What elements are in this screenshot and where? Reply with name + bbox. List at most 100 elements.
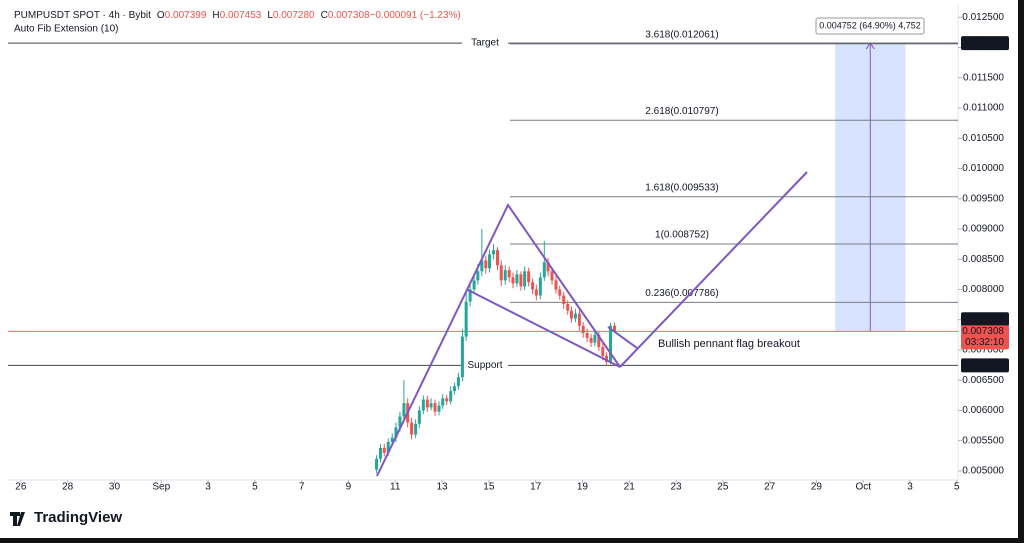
candle-body [425, 399, 429, 408]
target-price: 0.012073 [962, 38, 1004, 49]
fib-label: 2.618(0.010797) [645, 106, 718, 117]
candle-body [484, 260, 488, 269]
candle-body [452, 386, 456, 392]
candle-body [550, 271, 554, 281]
candle-body [554, 280, 558, 290]
y-tick-label: 0.011500 [963, 72, 1004, 83]
candle-body [386, 441, 390, 453]
candle-body [480, 260, 484, 272]
candle-body [496, 250, 500, 266]
y-tick-label: 0.012500 [962, 12, 1004, 23]
x-tick-label: 28 [62, 482, 74, 493]
x-tick-label: 21 [624, 482, 636, 493]
x-tick-label: 30 [109, 482, 121, 493]
support-price: 0.006746 [962, 360, 1004, 371]
pennant-tip [607, 326, 638, 349]
support-price-box [961, 358, 1009, 373]
target-label-bg [462, 37, 508, 50]
candle-body [449, 391, 453, 402]
y-tick-label: 0.006000 [962, 405, 1004, 416]
candle-body [433, 403, 437, 412]
candle-body [546, 262, 550, 272]
candle-body [421, 399, 425, 411]
candle-body [445, 398, 449, 402]
candle-body [468, 289, 472, 302]
logo-icon [10, 512, 25, 526]
legend-key: H [212, 10, 219, 21]
candle-body [581, 325, 585, 334]
mark-price: 0.007310 [962, 314, 1004, 325]
plot-area: 0.004752 (64.90%) 4,752 Target Support 3.61… [8, 17, 958, 474]
candle-body [523, 271, 527, 287]
indicator-name: Auto Fib Extension (10) [14, 24, 119, 35]
x-tick-label: 5 [954, 482, 960, 493]
candle-body [593, 334, 597, 343]
candle-body [503, 270, 507, 281]
candle-body [417, 410, 421, 424]
candle-body [511, 277, 515, 284]
support-label-bg [462, 359, 508, 372]
candle-body [577, 313, 581, 326]
right-edge [1018, 0, 1024, 543]
candle-body [519, 274, 523, 287]
candle-body [597, 334, 601, 347]
x-tick-label: 15 [483, 482, 495, 493]
y-tick-label: 0.011000 [963, 103, 1004, 114]
candle-body [414, 423, 418, 435]
y-tick-label: 0.005000 [962, 466, 1004, 477]
fib-label: 1.618(0.009533) [645, 182, 718, 193]
candle-body [507, 270, 511, 278]
candle-body [585, 333, 589, 338]
x-tick-label: 23 [670, 482, 682, 493]
candle-body [402, 403, 406, 417]
last-price: 0.007308 [962, 326, 1004, 337]
candle-body [476, 271, 480, 281]
candle-body [382, 447, 386, 453]
candle-body [542, 262, 546, 278]
fib-label: 0.236(0.007786) [645, 288, 718, 299]
measure-label-box [815, 17, 925, 35]
y-tick-label: 0.005500 [962, 435, 1004, 446]
legend-value: 0.007453 [220, 10, 262, 21]
legend-value: 0.007308 [328, 10, 370, 21]
breakout-line [619, 171, 808, 368]
candle-body [472, 280, 476, 290]
candle-body [398, 416, 402, 428]
x-tick-label: 17 [530, 482, 542, 493]
bottom-edge [0, 538, 1024, 543]
annotation: Bullish pennant flag breakout [658, 338, 800, 350]
x-tick-label: 26 [15, 482, 27, 493]
candle-body [464, 301, 468, 337]
candle-body [515, 274, 519, 284]
candle-body [437, 405, 441, 412]
candle-body [562, 295, 566, 304]
x-tick-label: 5 [252, 482, 258, 493]
fib-label: 1(0.008752) [655, 230, 709, 241]
y-tick-label: 0.009500 [962, 193, 1004, 204]
symbol: PUMPUSDT SPOT · 4h · Bybit [14, 10, 151, 21]
candle-body [573, 313, 577, 319]
brand-logo: TradingView [10, 509, 122, 526]
measure-label: 0.004752 (64.90%) 4,752 [819, 20, 921, 30]
candle-body [441, 398, 445, 406]
candle-body [534, 289, 538, 296]
candle-body [566, 303, 570, 311]
candle-body [499, 265, 503, 281]
legend-key: C [321, 10, 328, 21]
legend-value: −0.000091 (−1.23%) [370, 10, 461, 21]
x-tick-label: 9 [346, 482, 352, 493]
x-tick-label: 11 [390, 482, 401, 493]
legend-key: L [267, 10, 273, 21]
x-tick-label: 25 [717, 482, 729, 493]
candle-body [460, 336, 464, 378]
candle-body [410, 422, 414, 435]
x-tick-label: 3 [205, 482, 211, 493]
mark-price-box [961, 312, 1009, 327]
legend-value: 0.007280 [273, 10, 315, 21]
x-tick-label: 19 [577, 482, 589, 493]
candle-body [589, 337, 593, 343]
y-tick-label: 0.009000 [962, 224, 1004, 235]
candle-body [601, 346, 605, 356]
x-tick-label: Sep [152, 482, 170, 493]
